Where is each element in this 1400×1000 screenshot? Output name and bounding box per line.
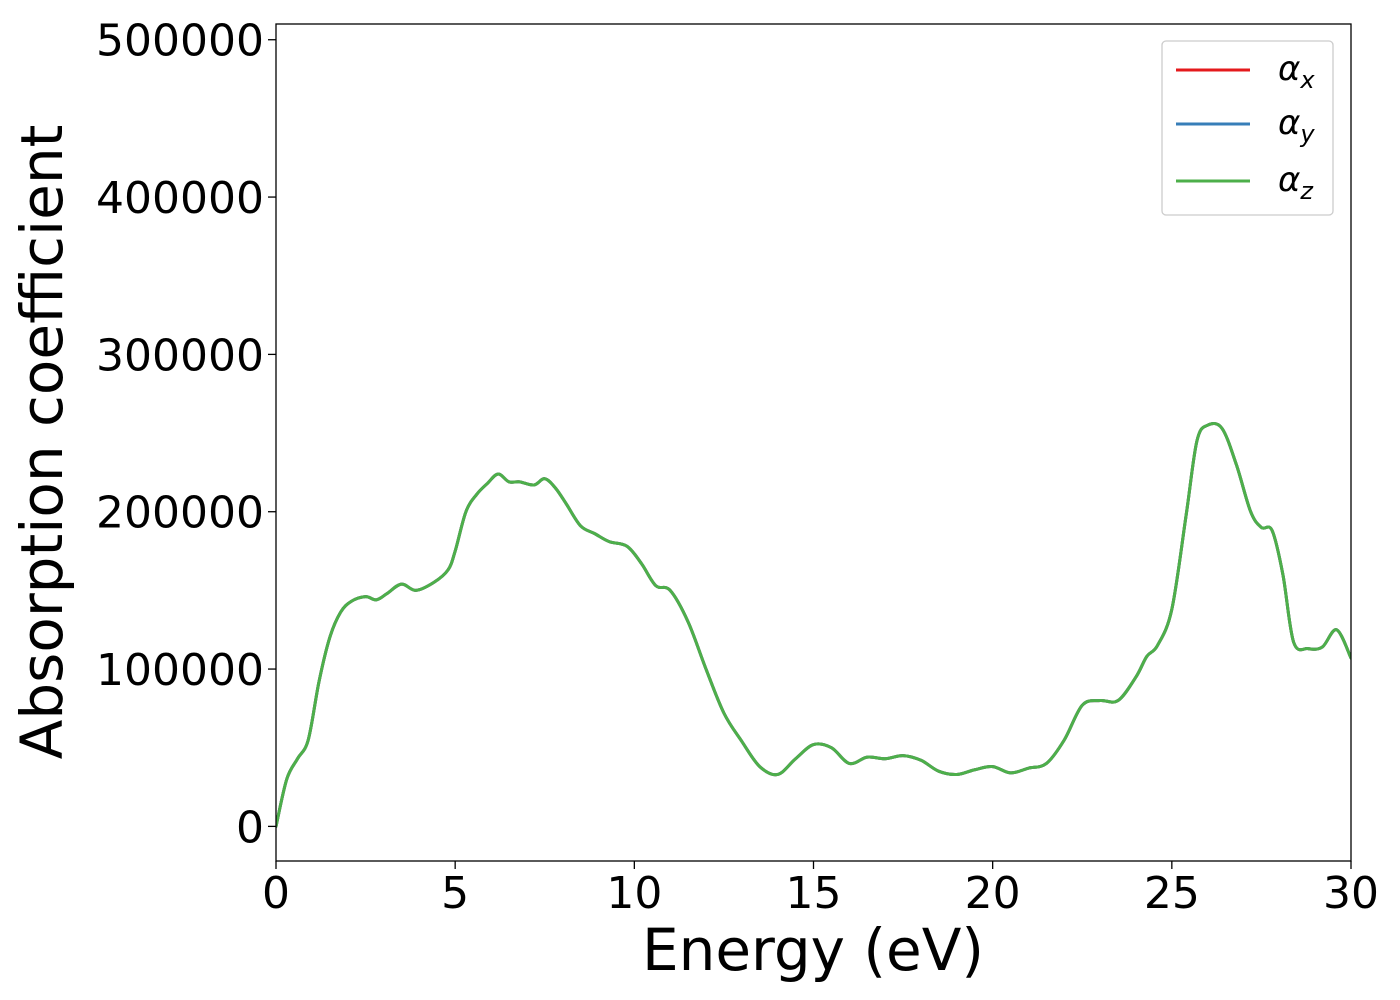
y-tick-label: 300000 [96, 330, 264, 381]
x-tick-label: 5 [441, 868, 469, 919]
legend-label-y: αy [1278, 103, 1315, 148]
y-tick-label: 400000 [96, 173, 264, 224]
legend-box [1161, 40, 1334, 216]
y-tick-label: 200000 [96, 488, 264, 539]
y-tick-label: 500000 [96, 16, 264, 67]
x-tick-label: 15 [786, 868, 842, 919]
x-tick-label: 30 [1323, 868, 1379, 919]
series-layer [276, 422, 1351, 828]
series-line-z [276, 422, 1351, 828]
x-tick-label: 0 [262, 868, 290, 919]
x-tick-label: 25 [1144, 868, 1200, 919]
x-axis: 0 5 10 15 20 25 30 [262, 861, 1379, 919]
x-tick-label: 10 [606, 868, 662, 919]
y-axis: 0 100000 200000 300000 400000 500000 [96, 16, 276, 853]
y-tick-label: 100000 [96, 645, 264, 696]
y-tick-label: 0 [236, 802, 264, 853]
legend-label-x: αx [1278, 49, 1315, 94]
x-tick-label: 20 [965, 868, 1021, 919]
y-axis-title: Absorption coefficient [8, 125, 76, 760]
x-axis-title: Energy (eV) [642, 916, 984, 984]
